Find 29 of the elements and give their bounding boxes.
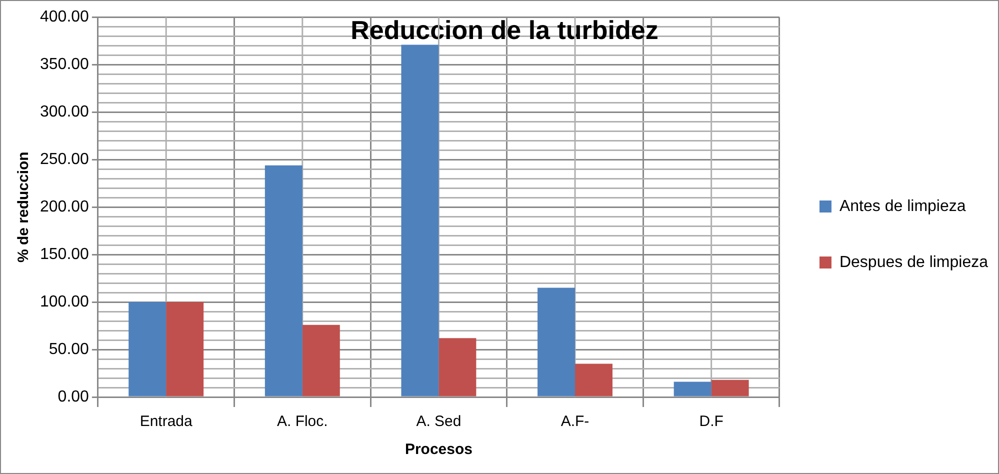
y-tick-label: 0.00 <box>58 388 90 406</box>
y-tick-label: 300.00 <box>40 104 90 121</box>
bar <box>264 165 302 396</box>
x-tick-label: Entrada <box>140 413 194 430</box>
y-tick-label: 50.00 <box>48 340 90 358</box>
bar <box>401 44 439 396</box>
x-tick-label: A. Sed <box>416 413 462 430</box>
chart-title: Reduccion de la turbidez <box>350 14 658 45</box>
x-tick-label: D.F <box>699 413 724 430</box>
bar <box>538 288 576 396</box>
bar <box>128 302 166 396</box>
bar <box>575 364 612 396</box>
legend-label: Antes de limpieza <box>839 198 966 215</box>
y-tick-label: 100.00 <box>40 293 90 310</box>
bar <box>438 338 476 396</box>
x-axis-title: Procesos <box>404 441 472 458</box>
bar <box>302 324 340 396</box>
y-axis-title: % de reduccion <box>15 152 32 263</box>
bar <box>711 380 749 396</box>
y-tick-label: 400.00 <box>40 8 90 26</box>
bar <box>166 302 204 396</box>
bar <box>674 382 712 396</box>
y-tick-label: 350.00 <box>40 56 90 74</box>
x-tick-label: A. Floc. <box>276 413 328 430</box>
legend-label: Despues de limpieza <box>839 254 988 271</box>
y-tick-label: 250.00 <box>40 151 90 168</box>
y-tick-label: 200.00 <box>40 198 90 216</box>
y-tick-label: 150.00 <box>40 246 90 263</box>
x-tick-label: A.F- <box>560 413 590 430</box>
